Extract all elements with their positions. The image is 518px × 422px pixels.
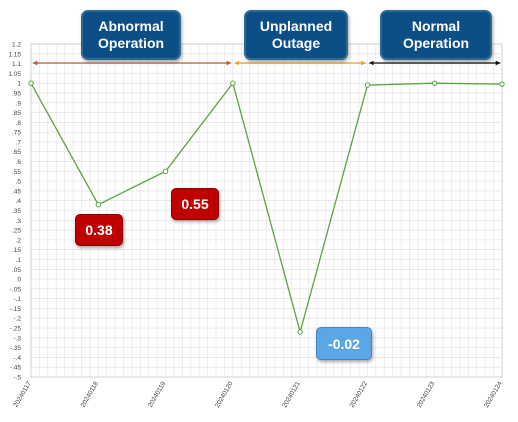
series-line: [30, 81, 503, 335]
x-tick-label: 20240124: [483, 380, 504, 409]
data-point: [364, 82, 371, 88]
y-tick-label: .7: [16, 139, 22, 146]
phase-label-unplanned-outage: Unplanned Outage: [244, 10, 348, 60]
y-tick-label: -.3: [13, 335, 21, 342]
y-tick-label: .1: [16, 257, 22, 264]
y-tick-label: 1: [17, 81, 21, 88]
y-tick-label: .8: [16, 120, 22, 127]
y-tick-label: -.05: [10, 286, 22, 293]
phase-label-abnormal-operation: Abnormal Operation: [81, 10, 181, 60]
data-point: [499, 81, 505, 87]
data-point: [297, 329, 303, 335]
annotation-0-55: 0.55: [171, 188, 219, 220]
data-point: [28, 80, 34, 86]
y-tick-label: .95: [12, 90, 21, 97]
y-tick-label: .25: [12, 228, 21, 235]
data-point: [95, 201, 101, 208]
y-tick-label: .85: [12, 110, 21, 117]
y-tick-label: -.2: [13, 316, 21, 323]
y-tick-label: .5: [16, 179, 22, 186]
y-tick-label: .35: [12, 208, 21, 215]
x-tick-label: 20240117: [12, 380, 32, 408]
phase-label-normal-operation: Normal Operation: [380, 10, 492, 60]
y-tick-label: .3: [16, 218, 22, 225]
y-tick-label: 0: [17, 277, 21, 284]
y-tick-label: 1.05: [8, 71, 21, 78]
y-tick-label: 1.15: [8, 51, 21, 58]
data-point: [432, 80, 438, 86]
y-tick-label: -.1: [13, 296, 21, 303]
y-tick-label: .15: [12, 247, 21, 254]
y-tick-label: .9: [16, 100, 22, 107]
y-tick-label: .05: [12, 267, 21, 274]
y-tick-label: 1.1: [12, 61, 21, 68]
x-tick-label: 20240120: [214, 380, 235, 409]
y-tick-label: .2: [16, 237, 22, 244]
annotation-minus-0-02: -0.02: [316, 327, 372, 360]
y-tick-label: .75: [12, 130, 21, 137]
x-tick-label: 20240118: [80, 380, 100, 408]
x-tick-label: 20240123: [416, 380, 437, 409]
data-point: [162, 168, 169, 175]
x-tick-label: 20240121: [281, 380, 302, 409]
y-tick-label: 1.2: [12, 42, 21, 49]
y-tick-label: -.5: [13, 375, 21, 382]
y-tick-label: .4: [16, 198, 22, 205]
y-tick-label: -.45: [10, 365, 22, 372]
x-tick-label: 20240122: [349, 380, 370, 409]
y-tick-label: -.4: [13, 355, 21, 362]
y-tick-label: .45: [12, 188, 21, 195]
y-tick-label: .6: [16, 159, 22, 166]
y-tick-label: .55: [12, 169, 21, 176]
y-tick-label: .65: [12, 149, 21, 156]
y-tick-label: -.35: [10, 345, 22, 352]
y-tick-label: -.15: [10, 306, 22, 313]
annotation-0-38: 0.38: [75, 214, 123, 246]
data-point: [230, 80, 236, 86]
x-tick-label: 20240119: [147, 380, 167, 408]
y-tick-label: -.25: [10, 326, 22, 333]
